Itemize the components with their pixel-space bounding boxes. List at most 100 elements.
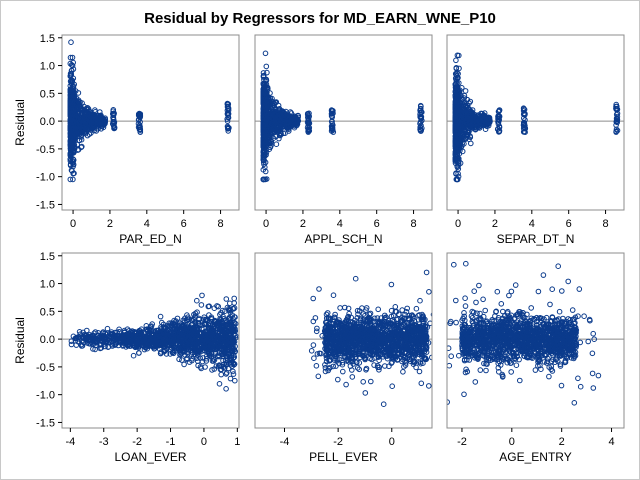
data-point — [218, 371, 224, 378]
data-point — [225, 101, 232, 107]
data-point — [76, 119, 83, 125]
data-point — [261, 129, 268, 135]
y-tick-label: -0.5 — [36, 144, 55, 156]
x-tick-label: 0 — [70, 218, 76, 230]
data-point — [521, 121, 528, 127]
data-point — [124, 326, 131, 333]
x-tick-label: 2 — [107, 218, 113, 230]
data-point — [169, 338, 176, 345]
data-point — [329, 114, 336, 120]
x-axis-label: APPL_SCH_N — [304, 232, 382, 246]
x-axis-label: LOAN_EVER — [114, 450, 186, 464]
data-point — [304, 111, 311, 118]
data-point — [116, 326, 122, 333]
data-point — [496, 117, 503, 123]
data-point — [184, 349, 190, 356]
data-point — [70, 176, 76, 183]
point-cloud — [452, 52, 621, 183]
data-point — [453, 57, 459, 64]
data-point — [137, 111, 144, 117]
data-point — [339, 361, 346, 368]
data-point — [276, 135, 282, 142]
data-point — [162, 325, 169, 332]
data-point — [226, 307, 232, 314]
y-tick-label: 0.5 — [40, 306, 55, 318]
data-point — [194, 297, 200, 304]
data-point — [70, 111, 76, 117]
data-point — [176, 328, 182, 334]
data-point — [155, 327, 162, 334]
panel-frame — [254, 34, 433, 211]
data-point — [417, 124, 424, 130]
data-point — [231, 319, 237, 326]
x-tick-label: 4 — [529, 218, 535, 230]
data-point — [216, 381, 223, 387]
data-point — [614, 119, 621, 126]
data-point — [135, 120, 142, 127]
data-point — [142, 345, 149, 351]
data-point — [137, 129, 144, 135]
data-point — [95, 332, 102, 339]
data-point — [328, 108, 335, 114]
data-point — [70, 156, 76, 162]
data-point — [187, 332, 194, 339]
panel-frame — [61, 252, 240, 429]
data-point — [270, 115, 276, 122]
data-point — [200, 355, 206, 361]
x-tick-label: 1 — [234, 436, 240, 448]
data-point — [462, 102, 469, 108]
data-point — [305, 112, 312, 119]
data-point — [356, 366, 363, 373]
data-point — [85, 108, 91, 115]
data-point — [224, 104, 231, 110]
data-point — [227, 315, 233, 322]
data-point — [261, 131, 267, 137]
data-point — [465, 129, 472, 136]
data-point — [101, 338, 108, 344]
y-axis-label: Residual — [13, 317, 27, 364]
data-point — [232, 377, 238, 384]
x-tick-label: 0 — [201, 436, 207, 448]
data-point — [305, 120, 312, 127]
data-point — [176, 338, 182, 344]
y-tick-label: 0.0 — [40, 116, 55, 128]
data-point — [129, 338, 136, 345]
data-point — [214, 303, 220, 309]
data-point — [264, 69, 270, 76]
data-point — [180, 324, 186, 331]
data-point — [280, 111, 287, 117]
y-tick-label: -0.5 — [36, 362, 55, 374]
data-point — [486, 117, 492, 123]
data-point — [456, 52, 462, 59]
data-point — [178, 344, 184, 350]
data-point — [109, 338, 116, 345]
data-point — [73, 335, 80, 341]
data-point — [217, 343, 223, 350]
point-cloud — [308, 269, 432, 408]
data-point — [203, 355, 210, 362]
data-point — [93, 342, 99, 349]
data-point — [68, 338, 75, 345]
data-point — [68, 70, 74, 77]
data-point — [76, 125, 83, 132]
data-point — [186, 331, 193, 337]
data-point — [77, 105, 84, 112]
data-point — [92, 109, 99, 115]
data-point — [68, 39, 74, 46]
data-point — [95, 115, 101, 122]
data-point — [206, 312, 212, 318]
data-point — [105, 344, 112, 350]
y-tick-label: 1.5 — [40, 33, 55, 45]
y-tick-label: 0.0 — [40, 334, 55, 346]
data-point — [136, 114, 143, 120]
data-point — [202, 338, 209, 344]
data-point — [92, 117, 99, 123]
data-point — [98, 332, 104, 338]
data-point — [261, 88, 268, 95]
data-point — [72, 337, 79, 344]
data-point — [70, 145, 76, 152]
data-point — [215, 319, 222, 326]
data-point — [93, 128, 100, 134]
data-point — [262, 168, 269, 175]
